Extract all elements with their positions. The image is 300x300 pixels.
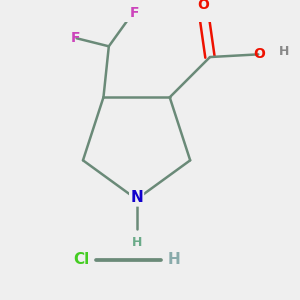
Text: H: H	[279, 45, 289, 58]
Text: N: N	[130, 190, 143, 206]
Text: H: H	[167, 252, 180, 267]
Text: O: O	[254, 47, 266, 61]
Text: O: O	[197, 0, 209, 12]
Text: F: F	[130, 6, 139, 20]
Text: F: F	[70, 31, 80, 45]
Text: Cl: Cl	[74, 252, 90, 267]
Text: H: H	[131, 236, 142, 249]
